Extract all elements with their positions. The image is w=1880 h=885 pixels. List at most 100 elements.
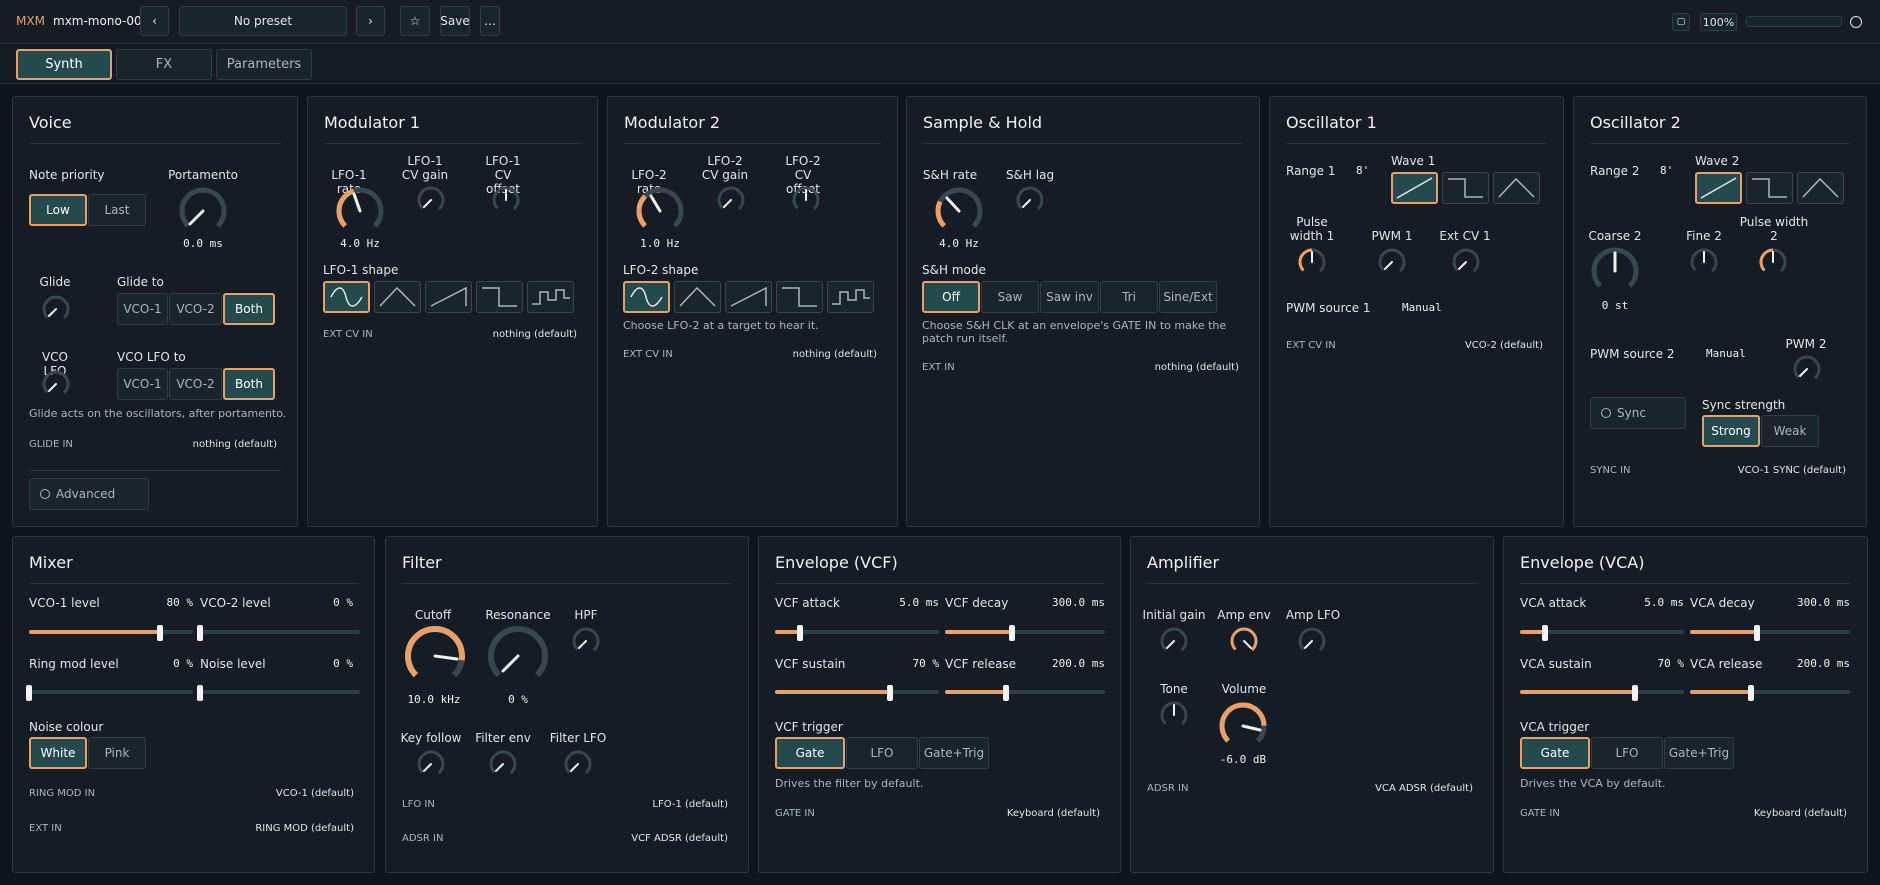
lfo2-triangle-button[interactable] [674, 281, 721, 313]
glide-to-vco1-button[interactable]: VCO-1 [117, 293, 168, 325]
power-icon[interactable] [1850, 16, 1862, 28]
filter-lfo-knob[interactable] [563, 749, 593, 779]
prev-preset-button[interactable]: ‹ [140, 6, 169, 36]
lfo1-sine-button[interactable] [323, 281, 370, 313]
pulse-width1-knob[interactable] [1297, 247, 1327, 277]
vcf-trigger-gate-trig-button[interactable]: Gate+Trig [919, 737, 989, 769]
pwm-source1-selector[interactable]: Manual [1402, 301, 1442, 314]
amp-lfo-knob[interactable] [1297, 626, 1327, 656]
vco-lfo-to-vco1-button[interactable]: VCO-1 [117, 368, 168, 400]
ring-mod-level-slider[interactable] [26, 685, 193, 701]
lfo1-square-button[interactable] [476, 281, 523, 313]
vca-trigger-lfo-button[interactable]: LFO [1591, 737, 1663, 769]
ring-mod-in-selector[interactable]: VCO-1 (default) [275, 788, 354, 799]
amp-env-knob[interactable] [1229, 626, 1259, 656]
vca-decay-slider[interactable] [1690, 625, 1850, 641]
noise-level-slider[interactable] [197, 685, 360, 701]
vcf-decay-slider[interactable] [945, 625, 1105, 641]
sync-weak-button[interactable]: Weak [1761, 415, 1819, 447]
lfo2-rate-knob[interactable] [634, 185, 686, 237]
coarse2-knob[interactable] [1589, 245, 1641, 297]
resonance-knob[interactable] [486, 624, 550, 688]
advanced-toggle[interactable]: Advanced [29, 478, 149, 510]
vco2-level-slider[interactable] [197, 625, 360, 641]
range1-value[interactable]: 8' [1356, 164, 1370, 177]
gate-in-selector[interactable]: Keyboard (default) [1753, 808, 1847, 819]
sh-mode-saw-inv-button[interactable]: Saw inv [1040, 281, 1099, 313]
tone-knob[interactable] [1159, 700, 1189, 730]
sync-strong-button[interactable]: Strong [1702, 415, 1760, 447]
vca-sustain-slider[interactable] [1520, 685, 1684, 701]
pwm2-knob[interactable] [1792, 354, 1822, 384]
wave2-square-button[interactable] [1746, 172, 1793, 204]
glide-knob[interactable] [41, 294, 71, 324]
lfo1-triangle-button[interactable] [374, 281, 421, 313]
vcf-attack-slider[interactable] [775, 625, 939, 641]
gate-in-selector[interactable]: Keyboard (default) [1006, 808, 1100, 819]
zoom-level[interactable]: 100% [1700, 13, 1737, 31]
ext-in-selector[interactable]: RING MOD (default) [255, 823, 354, 834]
glide-to-both-button[interactable]: Both [223, 293, 275, 325]
lfo1-rate-knob[interactable] [334, 185, 386, 237]
wave1-triangle-button[interactable] [1493, 172, 1540, 204]
lfo2-random-button[interactable] [827, 281, 874, 313]
lfo1-saw-button[interactable] [425, 281, 472, 313]
vcf-trigger-lfo-button[interactable]: LFO [846, 737, 918, 769]
window-icon[interactable]: ▢ [1672, 13, 1690, 31]
sync-toggle[interactable]: Sync [1590, 397, 1686, 429]
sh-rate-knob[interactable] [933, 185, 985, 237]
vca-release-slider[interactable] [1690, 685, 1850, 701]
vcf-release-slider[interactable] [945, 685, 1105, 701]
wave1-saw-button[interactable] [1391, 172, 1438, 204]
lfo-in-selector[interactable]: LFO-1 (default) [652, 799, 728, 810]
lfo1-cv-offset-knob[interactable] [491, 185, 521, 215]
lfo2-cv-offset-knob[interactable] [791, 185, 821, 215]
wave1-square-button[interactable] [1442, 172, 1489, 204]
noise-pink-button[interactable]: Pink [88, 737, 146, 769]
key-follow-knob[interactable] [416, 749, 446, 779]
fine2-knob[interactable] [1689, 247, 1719, 277]
sh-lag-knob[interactable] [1015, 185, 1045, 215]
hpf-knob[interactable] [571, 626, 601, 656]
pwm1-knob[interactable] [1377, 247, 1407, 277]
preset-selector[interactable]: No preset [179, 6, 347, 36]
volume-knob[interactable] [1217, 700, 1269, 752]
sh-mode-sine-ext-button[interactable]: Sine/Ext [1159, 281, 1217, 313]
vco-lfo-to-both-button[interactable]: Both [223, 368, 275, 400]
lfo2-saw-button[interactable] [725, 281, 772, 313]
tab-synth[interactable]: Synth [16, 49, 112, 80]
wave2-triangle-button[interactable] [1797, 172, 1844, 204]
cutoff-knob[interactable] [403, 624, 467, 688]
ext-cv1-knob[interactable] [1451, 247, 1481, 277]
lfo1-random-button[interactable] [527, 281, 574, 313]
vco1-level-slider[interactable] [29, 625, 193, 641]
sh-mode-saw-button[interactable]: Saw [981, 281, 1039, 313]
vca-trigger-gate-trig-button[interactable]: Gate+Trig [1664, 737, 1734, 769]
ext-in-selector[interactable]: nothing (default) [1154, 362, 1239, 373]
more-menu-button[interactable]: … [480, 6, 500, 36]
priority-low-button[interactable]: Low [29, 194, 87, 226]
glide-to-vco2-button[interactable]: VCO-2 [169, 293, 222, 325]
priority-last-button[interactable]: Last [88, 194, 146, 226]
vcf-sustain-slider[interactable] [775, 685, 939, 701]
vca-trigger-gate-button[interactable]: Gate [1520, 737, 1590, 769]
filter-env-knob[interactable] [488, 749, 518, 779]
portamento-knob[interactable] [177, 185, 229, 237]
sh-mode-tri-button[interactable]: Tri [1100, 281, 1158, 313]
sh-mode-off-button[interactable]: Off [922, 281, 980, 313]
lfo2-sine-button[interactable] [623, 281, 670, 313]
initial-gain-knob[interactable] [1159, 626, 1189, 656]
lfo2-cv-gain-knob[interactable] [716, 185, 746, 215]
adsr-in-selector[interactable]: VCF ADSR (default) [631, 833, 728, 844]
pulse-width2-knob[interactable] [1758, 247, 1788, 277]
range2-value[interactable]: 8' [1660, 164, 1674, 177]
wave2-saw-button[interactable] [1695, 172, 1742, 204]
vco-lfo-knob[interactable] [41, 369, 71, 399]
vca-attack-slider[interactable] [1520, 625, 1684, 641]
tab-fx[interactable]: FX [116, 49, 212, 80]
glide-in-selector[interactable]: nothing (default) [192, 439, 277, 450]
ext-cv-in-selector[interactable]: nothing (default) [492, 329, 577, 340]
vcf-trigger-gate-button[interactable]: Gate [775, 737, 845, 769]
next-preset-button[interactable]: › [356, 6, 385, 36]
sync-in-selector[interactable]: VCO-1 SYNC (default) [1737, 465, 1846, 476]
